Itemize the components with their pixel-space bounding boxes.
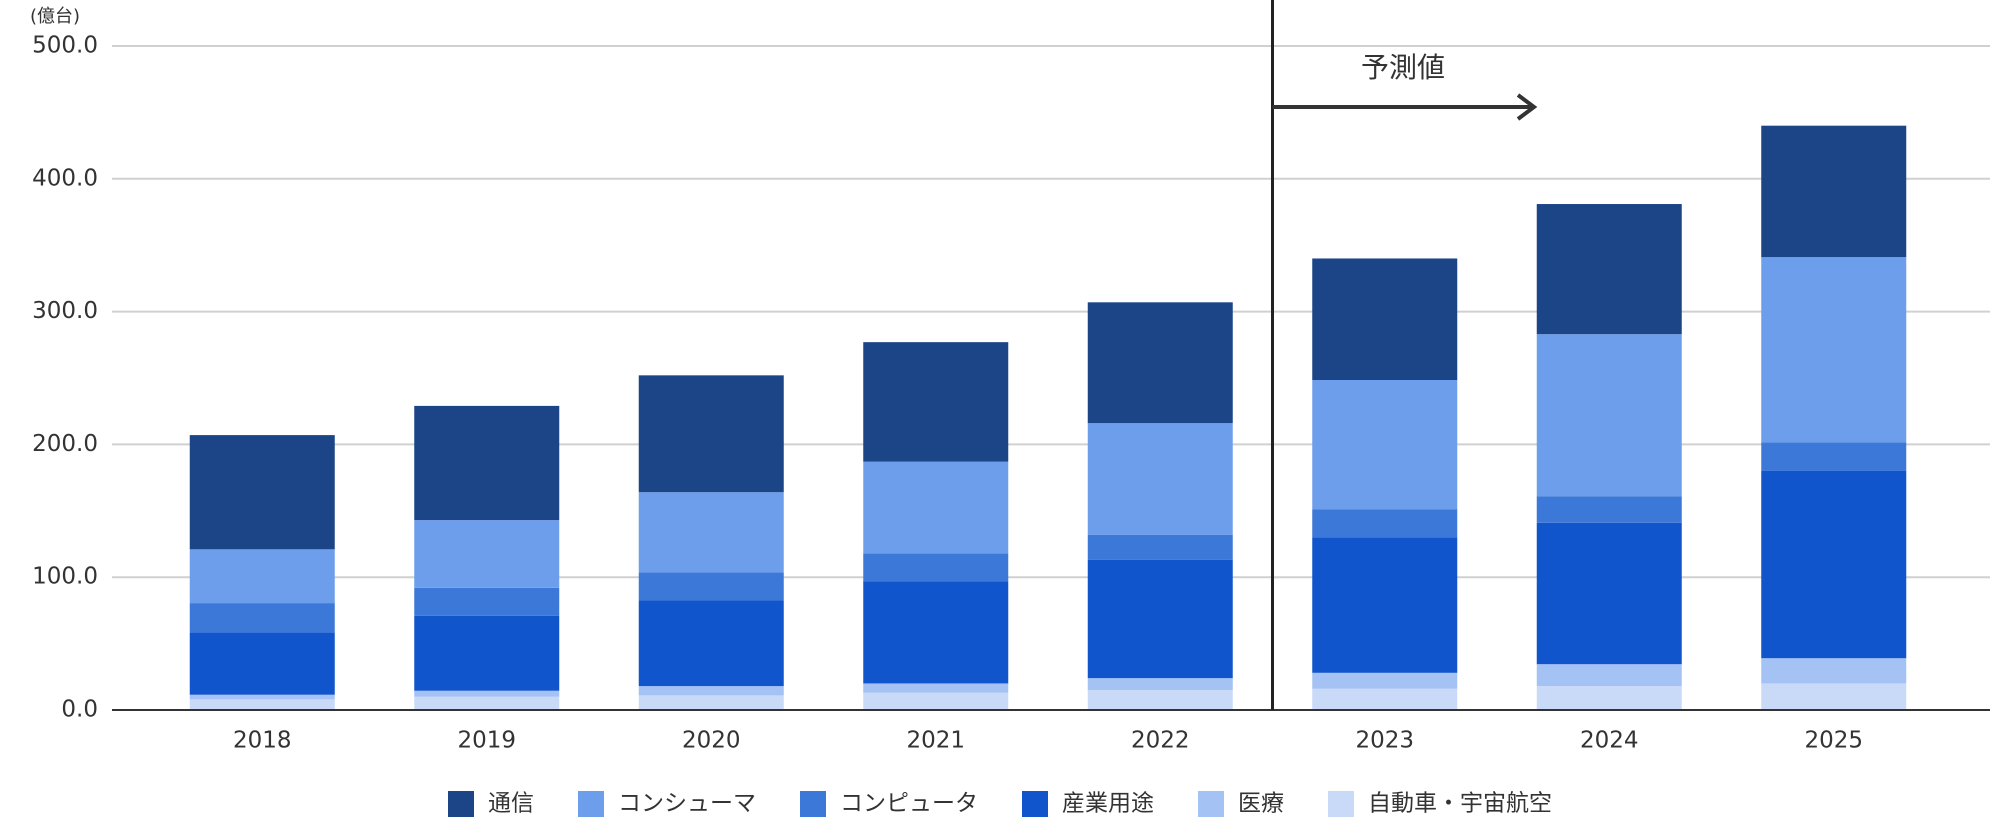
annotation: 予測値 <box>1361 51 1445 84</box>
bar-segment <box>1536 496 1682 523</box>
bar-segment <box>1761 470 1907 659</box>
x-tick-label: 2025 <box>1804 728 1863 754</box>
x-tick-label: 2019 <box>457 728 516 754</box>
legend-label: コンピュータ <box>840 791 978 817</box>
bar-segment <box>638 686 784 696</box>
bar-segment <box>1312 688 1458 710</box>
x-tick-label: 2020 <box>682 728 741 754</box>
bar-segment <box>414 587 560 616</box>
bar-segment <box>1761 125 1907 258</box>
bar-segment <box>863 581 1009 684</box>
bar-segment <box>414 520 560 588</box>
bar-segment <box>1087 302 1233 424</box>
x-tick-label: 2022 <box>1131 728 1190 754</box>
bar-segment <box>638 572 784 601</box>
bar-segment <box>1761 257 1907 443</box>
y-tick-label: 200.0 <box>32 431 98 457</box>
bar-segment <box>1312 379 1458 510</box>
bar-segment <box>189 699 335 710</box>
bar-segment <box>863 692 1009 710</box>
bar-segment <box>1087 534 1233 560</box>
legend-label: コンシューマ <box>618 791 756 817</box>
bar-segment <box>863 553 1009 582</box>
legend-swatch <box>1198 791 1224 817</box>
x-tick-label: 2018 <box>233 728 292 754</box>
bar-segment <box>1761 658 1907 684</box>
bar-segment <box>1087 559 1233 679</box>
bar-segment <box>863 461 1009 554</box>
bar-segment <box>1536 204 1682 335</box>
bar-segment <box>1536 686 1682 710</box>
bar-segment <box>1312 509 1458 538</box>
bar-segment <box>414 690 560 697</box>
forecast-arrowhead <box>1516 93 1538 121</box>
legend-swatch <box>800 791 826 817</box>
bar-segment <box>189 694 335 700</box>
x-tick-label: 2023 <box>1355 728 1414 754</box>
bar-segment <box>189 603 335 633</box>
bar-segment <box>1761 683 1907 710</box>
y-tick-label: 400.0 <box>32 165 98 191</box>
bar-segment <box>1312 258 1458 380</box>
legend-label: 産業用途 <box>1062 791 1154 817</box>
bar-segment <box>638 492 784 573</box>
legend-label: 医療 <box>1238 791 1284 817</box>
unit-label: (億台) <box>30 6 80 27</box>
bar-segment <box>189 435 335 550</box>
legend-swatch <box>1022 791 1048 817</box>
bar-segment <box>1536 664 1682 687</box>
bar-segment <box>638 375 784 493</box>
bar-segment <box>1536 522 1682 665</box>
bar-segment <box>1312 537 1458 673</box>
legend-swatch <box>448 791 474 817</box>
bar-segment <box>414 615 560 691</box>
bar-segment <box>1087 678 1233 691</box>
bar-segment <box>638 600 784 687</box>
bar-segment <box>863 683 1009 693</box>
legend-swatch <box>578 791 604 817</box>
legend-label: 通信 <box>488 791 534 817</box>
y-tick-label: 0.0 <box>61 697 98 723</box>
bar-segment <box>414 696 560 710</box>
bar-segment <box>1087 423 1233 535</box>
bar-segment <box>638 695 784 710</box>
x-tick-label: 2021 <box>906 728 965 754</box>
y-tick-label: 500.0 <box>32 33 98 59</box>
bar-segment <box>1761 442 1907 471</box>
bar-segment <box>1087 690 1233 710</box>
y-tick-label: 100.0 <box>32 564 98 590</box>
bar-segment <box>1312 672 1458 689</box>
bar-segment <box>1536 334 1682 497</box>
bar-segment <box>863 342 1009 462</box>
legend-swatch <box>1328 791 1354 817</box>
bar-segment <box>189 549 335 604</box>
y-tick-label: 300.0 <box>32 298 98 324</box>
bar-segment <box>189 632 335 695</box>
legend-label: 自動車・宇宙航空 <box>1368 791 1552 817</box>
x-tick-label: 2024 <box>1580 728 1639 754</box>
bar-segment <box>414 405 560 521</box>
